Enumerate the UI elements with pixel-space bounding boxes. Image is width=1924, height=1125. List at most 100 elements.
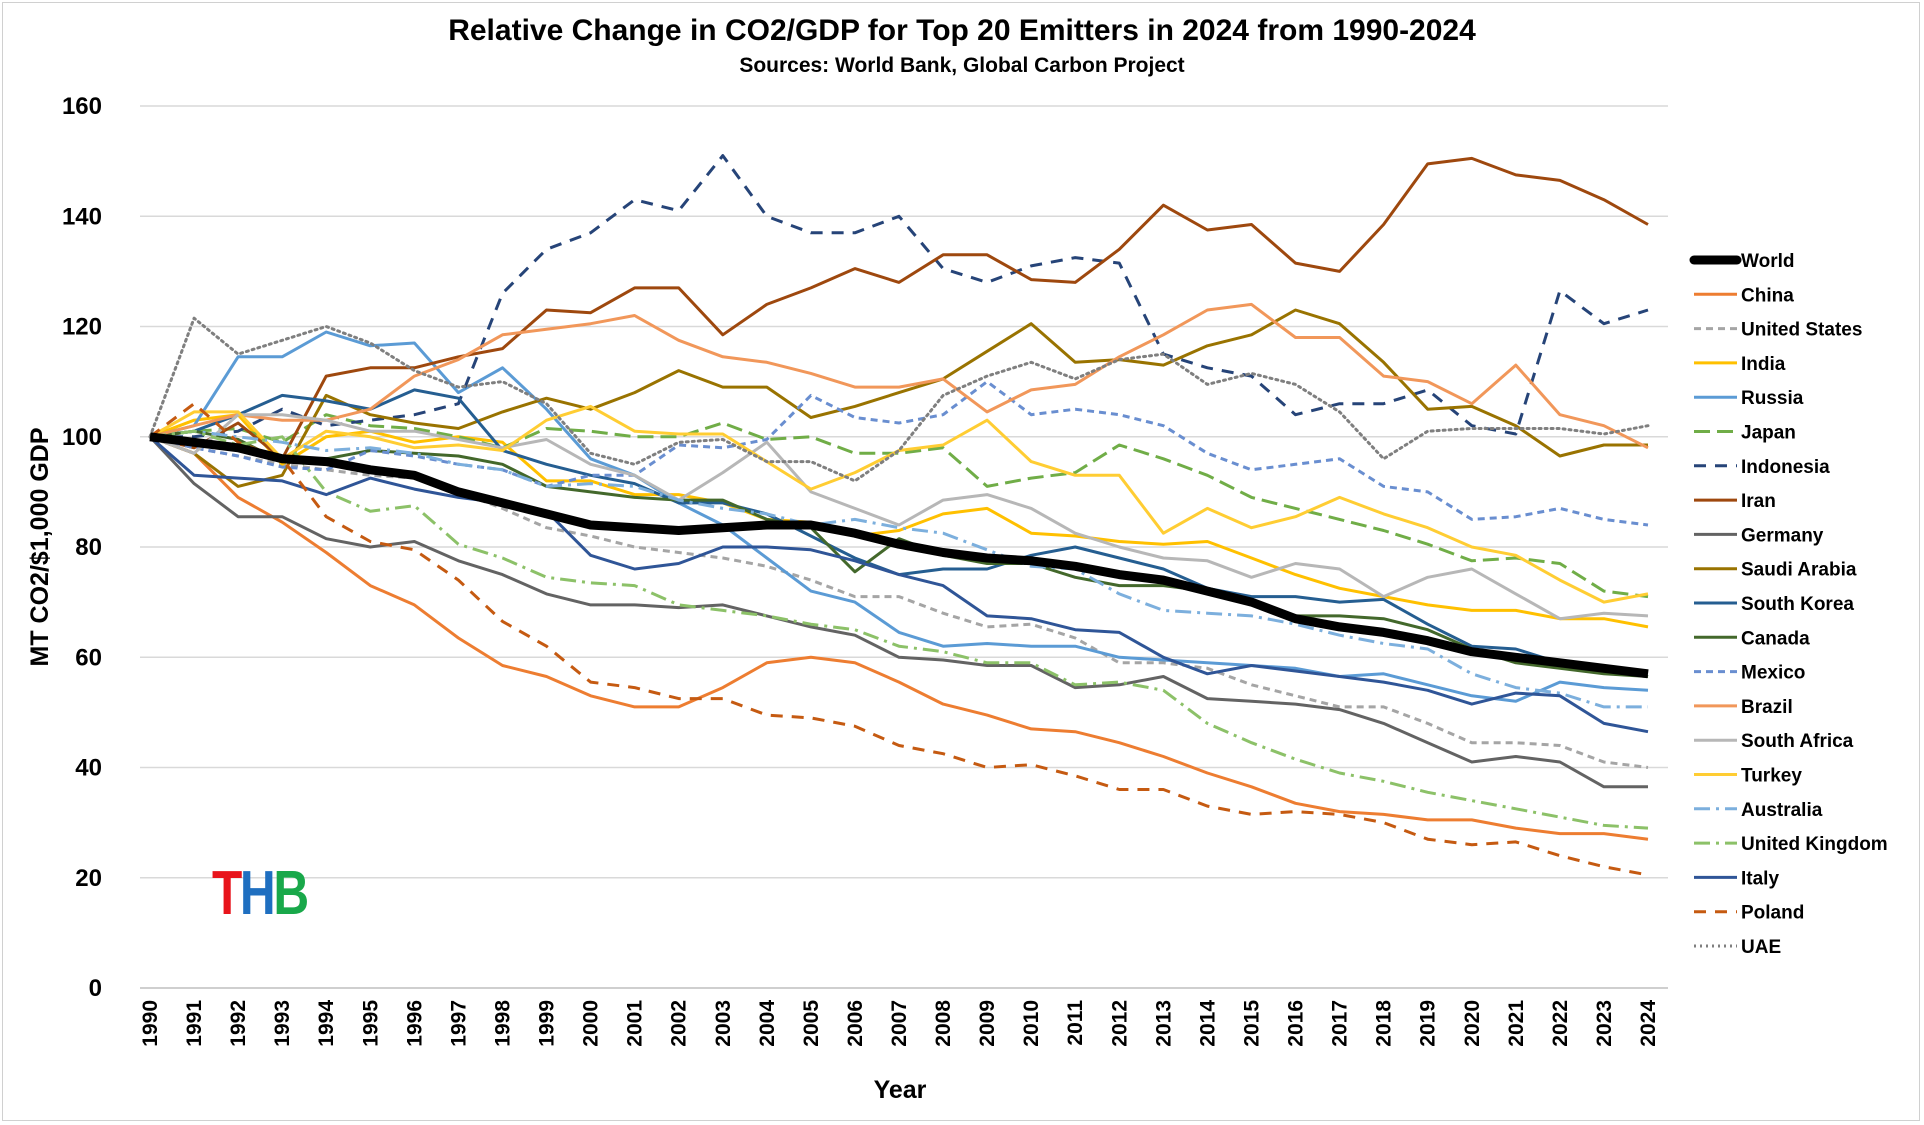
legend-item: Italy (1694, 868, 1779, 889)
x-tick-labels: 1990 1991 1992 1993 1994 1995 1996 1997 1998 1999… (139, 1000, 1660, 1047)
series-line-poland (149, 402, 1649, 877)
x-tick-label: 2003 (712, 1000, 735, 1047)
logo-letter-t: T (212, 859, 242, 928)
legend-label: South Korea (1741, 594, 1854, 615)
series-line-germany (148, 435, 1648, 789)
legend-label: United States (1741, 320, 1862, 341)
legend-label: Canada (1741, 628, 1810, 649)
legend-label: China (1741, 285, 1794, 306)
legend-item: China (1694, 285, 1794, 306)
x-axis-label: Year (874, 1076, 927, 1104)
legend-item: South Korea (1694, 594, 1854, 615)
legend-item: Brazil (1694, 697, 1793, 718)
series-line-india (149, 413, 1649, 629)
y-tick-label: 140 (62, 203, 102, 230)
x-tick-label: 2018 (1373, 1000, 1396, 1047)
legend-item: United States (1694, 320, 1862, 341)
x-tick-label: 1994 (315, 1000, 338, 1047)
legend-item: Germany (1694, 525, 1824, 546)
y-tick-label: 20 (75, 865, 102, 892)
y-tick-label: 60 (75, 644, 102, 671)
x-tick-label: 2024 (1637, 1000, 1660, 1047)
x-tick-label: 1992 (227, 1000, 250, 1047)
legend-item: Saudi Arabia (1694, 560, 1857, 581)
y-tick-label: 100 (62, 424, 102, 451)
legend-item: UAE (1694, 937, 1781, 958)
legend-label: World (1741, 251, 1794, 272)
x-tick-label: 2005 (800, 1000, 823, 1047)
x-tick-label: 1999 (536, 1000, 559, 1047)
x-tick-label: 2011 (1064, 1000, 1087, 1046)
x-tick-label: 2020 (1461, 1000, 1484, 1047)
legend-item: South Africa (1694, 731, 1854, 752)
series-line-brazil (149, 302, 1649, 450)
series-line-world (149, 432, 1649, 679)
x-tick-label: 1993 (271, 1000, 294, 1047)
series-line-russia (149, 330, 1649, 703)
x-tick-label: 1991 (183, 1000, 206, 1047)
legend-item: Russia (1694, 388, 1804, 409)
series-line-australia (149, 429, 1648, 709)
series-line-indonesia (150, 154, 1649, 439)
legend-label: Iran (1741, 491, 1776, 512)
chart-title: Relative Change in CO2/GDP for Top 20 Em… (448, 14, 1476, 47)
x-tick-label: 2013 (1152, 1000, 1175, 1047)
chart-subtitle: Sources: World Bank, Global Carbon Proje… (739, 54, 1185, 77)
x-tick-label: 1997 (447, 1000, 470, 1047)
series-line-uae (148, 316, 1650, 483)
series-line-south-africa (149, 413, 1649, 621)
x-tick-label: 2002 (668, 1000, 691, 1047)
x-tick-label: 1995 (359, 1000, 382, 1047)
legend-item: Indonesia (1694, 457, 1830, 478)
x-tick-label: 2019 (1417, 1000, 1440, 1047)
x-tick-label: 2014 (1196, 1000, 1219, 1047)
legend-item: India (1694, 354, 1786, 375)
x-tick-label: 1998 (491, 1000, 514, 1047)
x-tick-label: 2015 (1240, 1000, 1263, 1047)
x-tick-label: 2016 (1285, 1000, 1308, 1047)
legend-label: Saudi Arabia (1741, 560, 1857, 581)
x-tick-label: 2000 (580, 1000, 603, 1047)
legend-item: United Kingdom (1694, 834, 1888, 855)
legend-item: Iran (1694, 491, 1776, 512)
legend-item: Mexico (1694, 663, 1805, 684)
legend-label: South Africa (1741, 731, 1854, 752)
legend-label: Australia (1741, 800, 1823, 821)
legend-label: UAE (1741, 937, 1781, 958)
x-tick-label: 2021 (1505, 1000, 1528, 1047)
legend-label: Japan (1741, 423, 1796, 444)
legend-item: Canada (1694, 628, 1810, 649)
y-tick-label: 0 (89, 975, 102, 1002)
logo-letter-h: H (239, 859, 276, 928)
x-tick-label: 2006 (844, 1000, 867, 1047)
legend-label: Turkey (1741, 766, 1802, 787)
legend-label: Russia (1741, 388, 1804, 409)
y-axis-label: MT CO2/$1,000 GDP (26, 428, 54, 667)
legend-item: Poland (1694, 903, 1804, 924)
x-tick-label: 2017 (1329, 1000, 1352, 1047)
series-line-china (149, 435, 1649, 841)
y-tick-label: 120 (62, 314, 102, 341)
legend-item: Japan (1694, 423, 1796, 444)
thb-logo: THB (212, 858, 309, 929)
x-tick-label: 1996 (403, 1000, 426, 1047)
series-line-united-kingdom (149, 429, 1649, 830)
x-tick-label: 2012 (1108, 1000, 1131, 1047)
series-line-mexico (149, 380, 1649, 527)
y-tick-label: 40 (75, 755, 102, 782)
y-tick-label: 80 (75, 534, 102, 561)
legend-label: Germany (1741, 525, 1824, 546)
legend-item: Australia (1694, 800, 1823, 821)
series-line-japan (149, 413, 1649, 599)
y-tick-labels: 0 20 40 60 80 100 120 140 160 (62, 93, 102, 1002)
series-line-saudi-arabia (149, 308, 1648, 488)
x-tick-label: 2010 (1020, 1000, 1043, 1047)
logo-letter-b: B (273, 859, 309, 928)
x-tick-label: 2001 (624, 1000, 647, 1047)
x-tick-label: 1990 (139, 1000, 162, 1047)
series-line-italy (149, 435, 1649, 734)
legend: World China United States India Russia Japan I… (1689, 251, 1888, 958)
x-tick-label: 2022 (1549, 1000, 1572, 1047)
